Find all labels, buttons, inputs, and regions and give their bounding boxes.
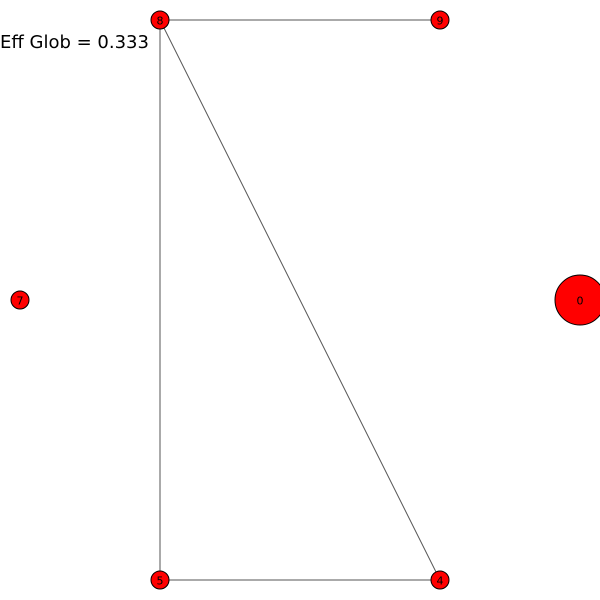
edge-8-4 [159,19,441,581]
node-circle-8 [150,10,170,30]
node-9: 9 [430,10,450,30]
node-label-8: 8 [157,15,164,28]
node-7: 7 [10,290,30,310]
node-circle-7 [10,290,30,310]
edges-layer [159,19,441,581]
node-circle-0 [554,274,600,326]
node-label-7: 7 [17,295,24,308]
node-circle-5 [150,570,170,590]
node-5: 5 [150,570,170,590]
node-label-5: 5 [157,575,164,588]
node-circle-4 [430,570,450,590]
node-8: 8 [150,10,170,30]
node-4: 4 [430,570,450,590]
node-label-0: 0 [577,295,584,308]
node-label-4: 4 [437,575,444,588]
node-0: 0 [554,274,600,326]
node-label-9: 9 [437,15,444,28]
global-efficiency-label: Eff Glob = 0.333 [0,32,149,53]
node-circle-9 [430,10,450,30]
nodes-layer: 8 9 7 0 5 4 [10,10,600,590]
